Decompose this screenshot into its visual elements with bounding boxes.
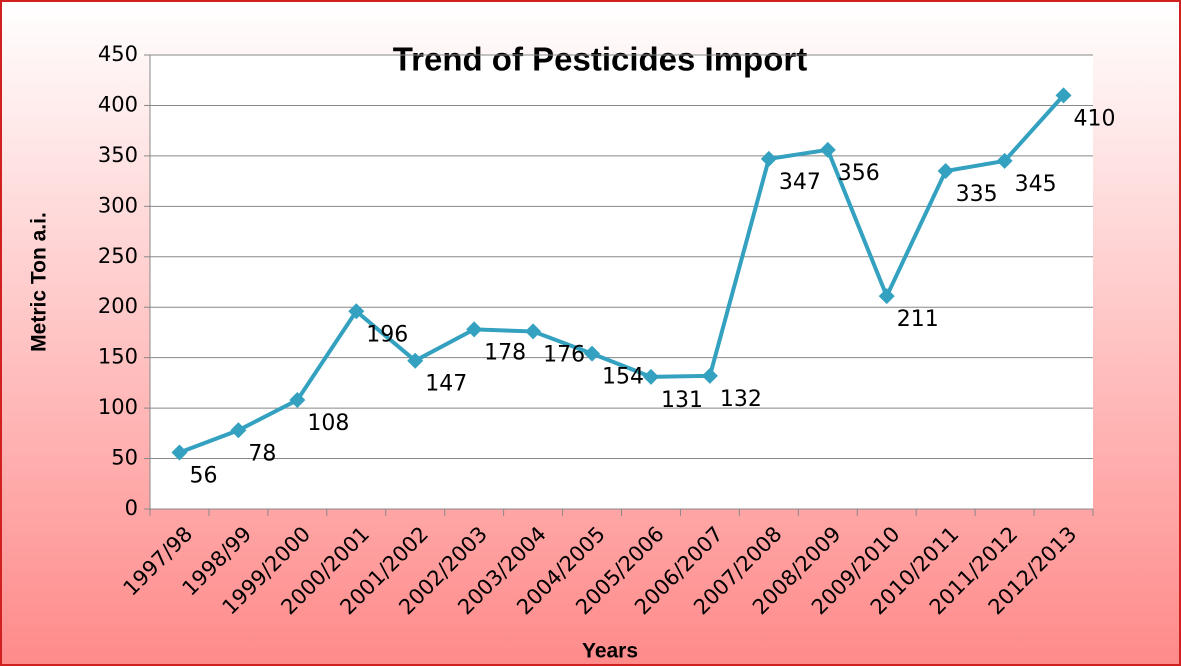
marker <box>584 345 601 362</box>
y-tick-label: 0 <box>125 496 138 520</box>
marker <box>760 150 777 167</box>
data-label: 196 <box>366 322 408 347</box>
data-label: 108 <box>307 411 349 436</box>
marker <box>819 141 836 158</box>
data-label: 78 <box>248 441 276 466</box>
marker <box>407 352 424 369</box>
y-tick-label: 150 <box>98 345 138 369</box>
marker <box>996 152 1013 169</box>
marker <box>466 321 483 338</box>
x-axis-label: Years <box>582 640 638 663</box>
y-tick-label: 100 <box>98 395 138 419</box>
marker <box>171 444 188 461</box>
marker <box>525 323 542 340</box>
marker <box>289 392 306 409</box>
marker <box>1055 87 1072 104</box>
marker <box>642 368 659 385</box>
data-label: 410 <box>1074 106 1116 131</box>
plot-area <box>150 55 1093 509</box>
marker <box>230 422 247 439</box>
data-label: 176 <box>543 342 585 367</box>
data-label: 178 <box>484 340 526 365</box>
data-label: 211 <box>897 307 939 332</box>
y-tick-label: 250 <box>98 244 138 268</box>
y-tick-label: 450 <box>98 42 138 66</box>
y-axis-label: Metric Ton a.i. <box>28 212 51 352</box>
data-label: 154 <box>602 365 644 390</box>
y-tick-label: 200 <box>98 294 138 318</box>
marker <box>878 288 895 305</box>
data-label: 345 <box>1015 172 1057 197</box>
data-label: 132 <box>720 387 762 412</box>
y-tick-label: 400 <box>98 92 138 116</box>
data-label: 356 <box>838 161 880 186</box>
data-label: 347 <box>779 170 821 195</box>
y-tick-label: 300 <box>98 193 138 217</box>
marker <box>348 303 365 320</box>
chart-title: Trend of Pesticides Import <box>393 41 807 78</box>
data-label: 131 <box>661 388 703 413</box>
data-label: 335 <box>956 182 998 207</box>
marker <box>937 163 954 180</box>
marker <box>701 367 718 384</box>
data-label: 56 <box>189 464 217 489</box>
y-tick-label: 350 <box>98 143 138 167</box>
y-tick-label: 50 <box>111 446 138 470</box>
data-label: 147 <box>425 372 467 397</box>
series-line <box>178 94 1066 455</box>
